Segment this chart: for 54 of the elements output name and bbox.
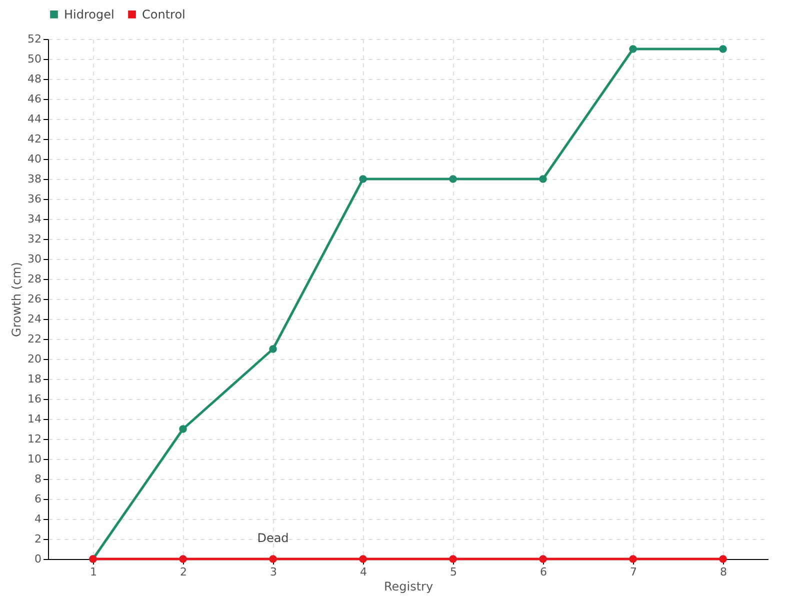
point	[629, 555, 637, 563]
x-tick-label: 2	[180, 566, 187, 578]
y-tick-label: 2	[34, 532, 42, 546]
y-tick-label: 24	[28, 312, 42, 326]
y-tick-label: 6	[34, 492, 42, 506]
y-tick-label: 14	[28, 412, 42, 426]
y-tick-label: 32	[28, 232, 42, 246]
y-tick-label: 22	[28, 332, 42, 346]
y-tick-label: 36	[28, 192, 42, 206]
y-tick-label: 46	[28, 92, 42, 106]
y-tick-label: 12	[28, 432, 42, 446]
point	[629, 45, 637, 53]
y-tick-label: 28	[28, 272, 42, 286]
x-axis-title: Registry	[384, 580, 434, 594]
y-tick-label: 42	[28, 132, 42, 146]
point	[179, 425, 187, 433]
y-tick-label: 16	[28, 392, 42, 406]
y-tick-label: 40	[28, 152, 42, 166]
point	[359, 175, 367, 183]
point	[719, 555, 727, 563]
y-tick-label: 50	[28, 52, 42, 66]
y-axis-title: Growth (cm)	[10, 262, 24, 337]
y-tick-label: 48	[28, 72, 42, 86]
point	[539, 555, 547, 563]
legend-label: Control	[142, 7, 186, 22]
y-tick-label: 4	[34, 512, 42, 526]
x-tick-label: 3	[270, 566, 277, 578]
annotation: Dead	[257, 531, 289, 545]
y-tick-label: 30	[28, 252, 42, 266]
point	[449, 555, 457, 563]
y-tick-label: 18	[28, 372, 42, 386]
point	[269, 345, 277, 353]
x-tick-label: 7	[630, 566, 637, 578]
y-tick-label: 34	[28, 212, 42, 226]
y-tick-label: 52	[28, 32, 42, 46]
point	[539, 175, 547, 183]
x-tick-label: 1	[90, 566, 97, 578]
x-tick-label: 6	[540, 566, 547, 578]
y-tick-label: 38	[28, 172, 42, 186]
x-tick-label: 5	[450, 566, 457, 578]
x-tick-label: 4	[360, 566, 367, 578]
y-tick-label: 8	[34, 472, 42, 486]
y-tick-label: 20	[28, 352, 42, 366]
y-tick-label: 26	[28, 292, 42, 306]
point	[269, 555, 277, 563]
point	[179, 555, 187, 563]
point	[359, 555, 367, 563]
legend-label: Hidrogel	[64, 7, 114, 22]
point	[719, 45, 727, 53]
y-tick-label: 10	[28, 452, 42, 466]
x-tick-label: 8	[720, 566, 727, 578]
y-tick-label: 44	[28, 112, 42, 126]
y-tick-label: 0	[34, 552, 42, 566]
point	[449, 175, 457, 183]
